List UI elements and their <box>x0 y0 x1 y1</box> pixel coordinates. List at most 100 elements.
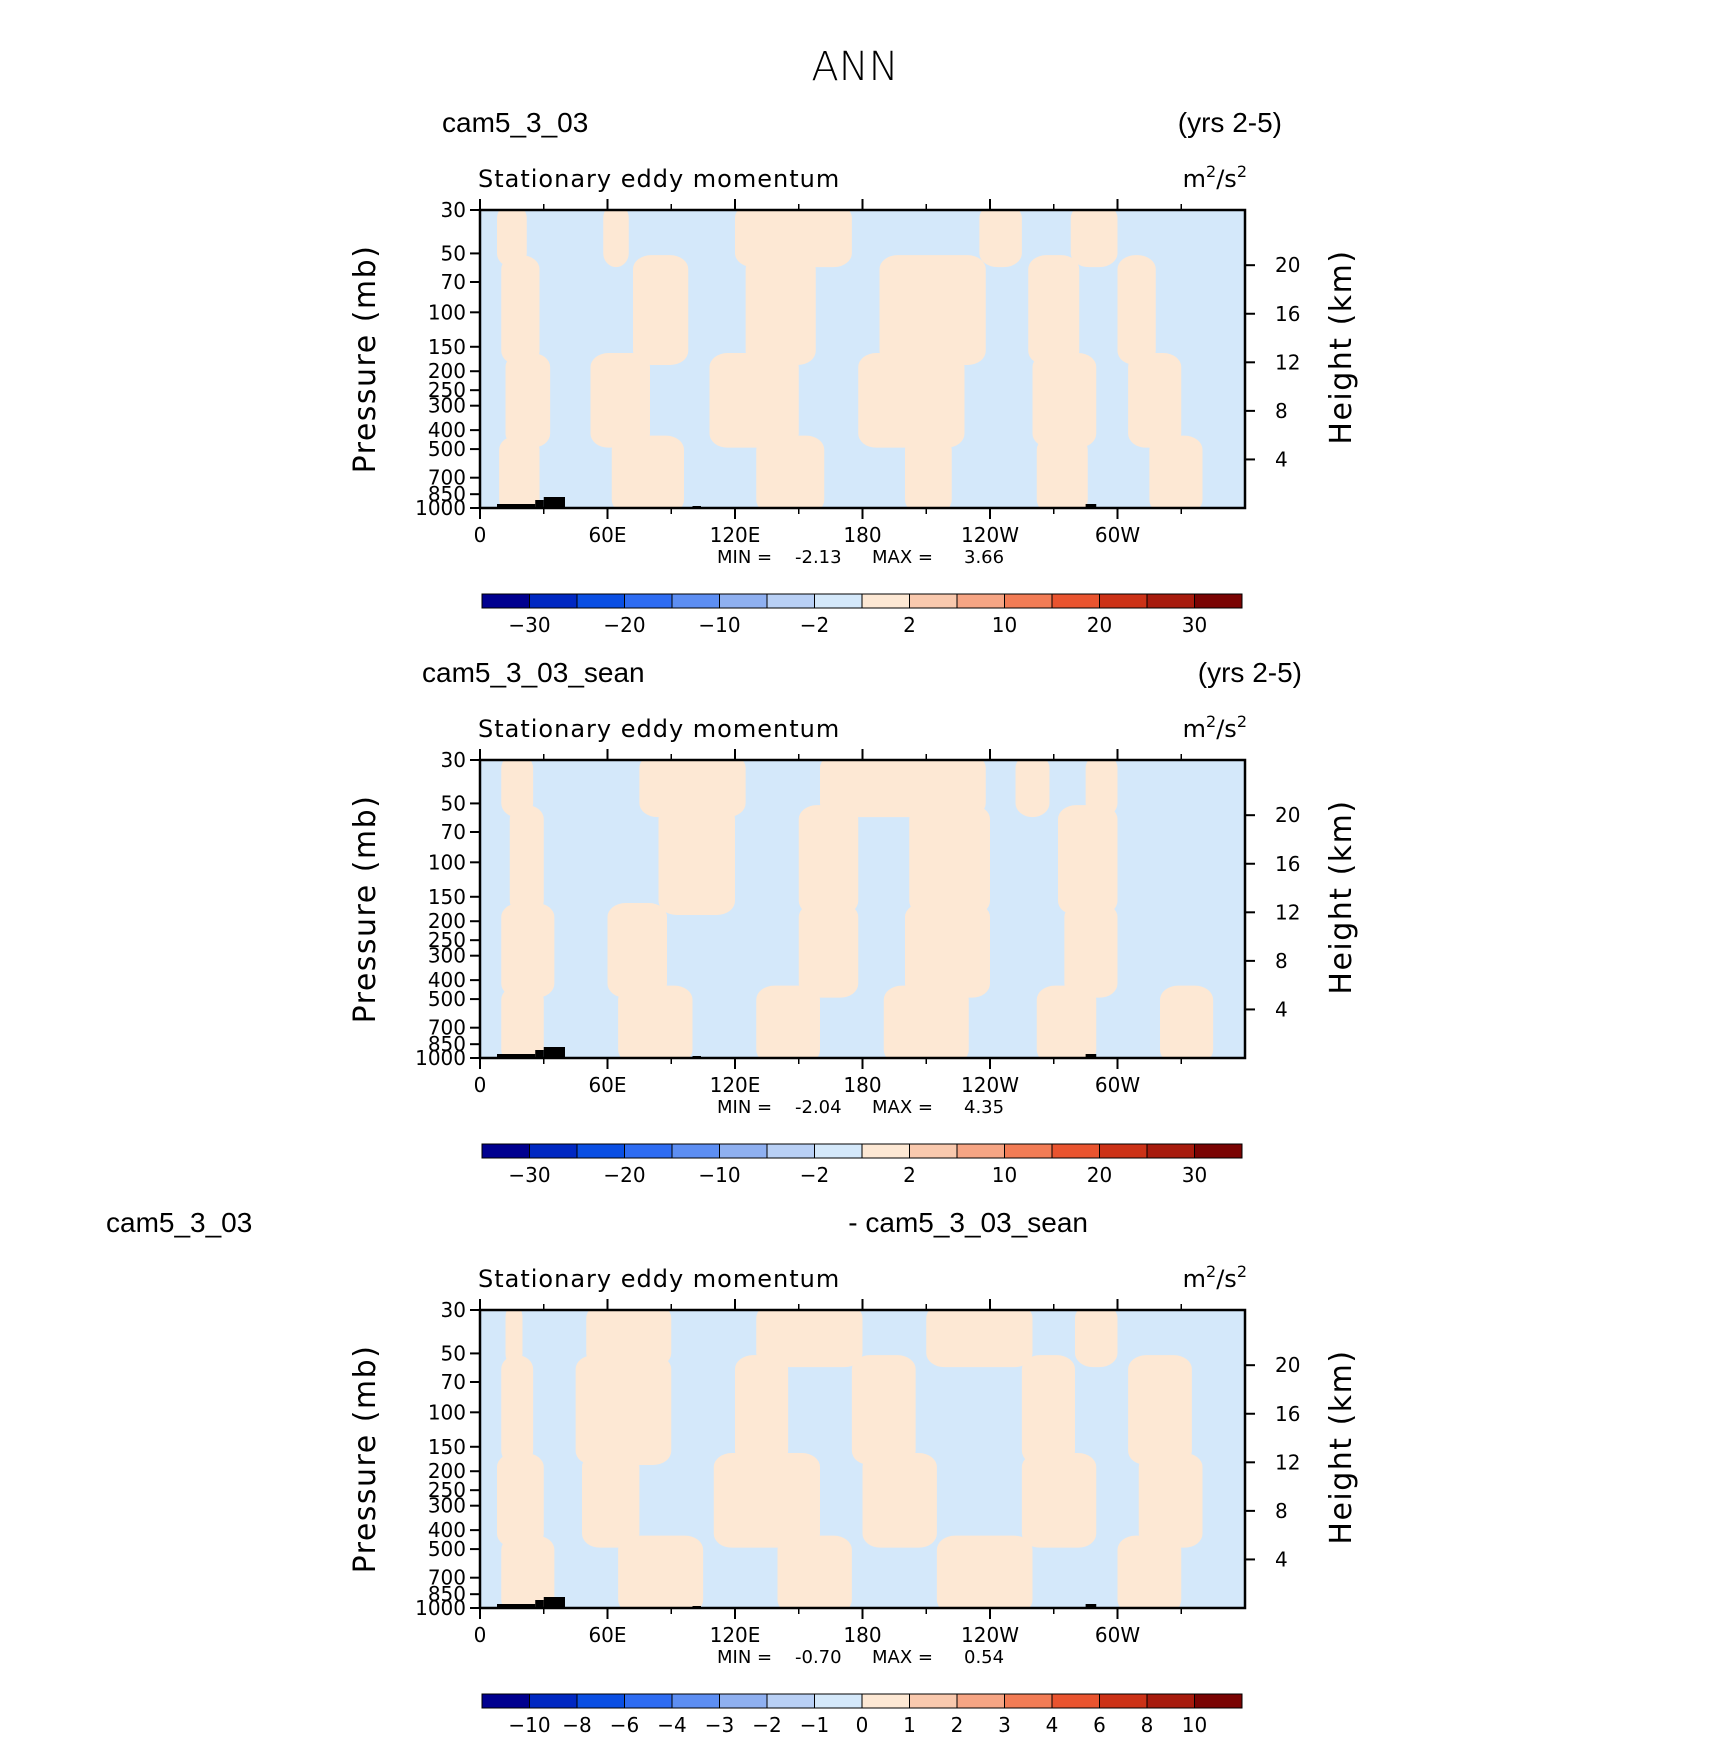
colorbar-tick-label: 20 <box>1087 613 1112 637</box>
positive-region <box>582 1453 640 1548</box>
colorbar-tick-label: −20 <box>603 613 645 637</box>
y-tick-label: 300 <box>428 394 466 418</box>
positive-region <box>501 1355 534 1465</box>
colorbar-box <box>1051 593 1100 609</box>
units-base: m <box>1183 1265 1206 1293</box>
y2-axis-title: Height (km) <box>1324 249 1359 444</box>
colorbar-tick-label: 8 <box>1141 1713 1154 1737</box>
topography-bar <box>543 1047 565 1058</box>
colorbar-tick-label: 4 <box>1046 1713 1059 1737</box>
colorbar-tick-label: 2 <box>903 1163 916 1187</box>
positive-region <box>709 353 799 448</box>
colorbar-box <box>1051 1693 1100 1709</box>
x-tick-label: 120W <box>961 523 1019 547</box>
colorbar-tick-label: 30 <box>1182 613 1207 637</box>
colorbar-tick-label: 20 <box>1087 1163 1112 1187</box>
topography-bar <box>497 1054 536 1058</box>
colorbar-box <box>766 1693 815 1709</box>
min-label: MIN = <box>717 1647 772 1668</box>
colorbar-box <box>671 1693 720 1709</box>
colorbar-box <box>1099 1143 1148 1159</box>
y2-tick-label: 16 <box>1275 852 1300 876</box>
positive-region <box>607 903 667 998</box>
positive-region <box>586 1310 672 1368</box>
x-tick-label: 60W <box>1095 1623 1140 1647</box>
colorbar: −30 −20 −10 −2 2 10 20 30 <box>481 593 1243 637</box>
units-exponent: 2 <box>1206 162 1216 181</box>
colorbar-tick-label: −10 <box>508 1713 550 1737</box>
colorbar-box <box>1099 1693 1148 1709</box>
panel-units: m2/s2 <box>1183 712 1247 743</box>
colorbar-box <box>909 1693 958 1709</box>
positive-region <box>611 435 684 508</box>
positive-region <box>936 1535 1033 1608</box>
colorbar-tick-label: −20 <box>603 1163 645 1187</box>
y-tick-label: 30 <box>441 198 466 222</box>
units-exponent: 2 <box>1237 1262 1247 1281</box>
positive-region <box>1021 1453 1097 1548</box>
min-label: MIN = <box>717 547 772 568</box>
positive-region <box>501 903 555 998</box>
y-tick-label: 30 <box>441 1298 466 1322</box>
colorbar-box <box>719 593 768 609</box>
colorbar-box <box>909 593 958 609</box>
colorbar-box <box>766 1143 815 1159</box>
positive-region <box>618 985 693 1058</box>
y-tick-label: 70 <box>441 270 466 294</box>
x-tick-label: 60E <box>588 1073 626 1097</box>
x-tick-label: 180 <box>843 1623 881 1647</box>
colorbar-box <box>719 1693 768 1709</box>
x-tick-label: 0 <box>474 1623 487 1647</box>
positive-region <box>501 985 544 1058</box>
colorbar-tick-label: 6 <box>1093 1713 1106 1737</box>
min-value: -0.70 <box>795 1647 842 1668</box>
x-tick-label: 60W <box>1095 1073 1140 1097</box>
colorbar-tick-label: 3 <box>998 1713 1011 1737</box>
topography-bar <box>1085 1604 1097 1608</box>
y2-tick-label: 12 <box>1275 350 1300 374</box>
panel-case-years: (yrs 2-5) <box>1198 657 1302 688</box>
colorbar-tick-label: −1 <box>800 1713 829 1737</box>
y-tick-label: 700 <box>428 1016 466 1040</box>
positive-region <box>575 1355 672 1465</box>
positive-region <box>618 1535 704 1608</box>
positive-region <box>858 353 965 448</box>
colorbar-box <box>1194 1693 1243 1709</box>
positive-region <box>820 760 986 818</box>
x-tick-label: 60W <box>1095 523 1140 547</box>
y-axis-title: Pressure (mb) <box>348 795 383 1024</box>
colorbar-box <box>481 1693 530 1709</box>
colorbar-box <box>1194 1143 1243 1159</box>
y2-tick-label: 8 <box>1275 399 1288 423</box>
colorbar-box <box>956 1143 1005 1159</box>
max-label: MAX = <box>872 547 933 568</box>
colorbar-box <box>861 593 910 609</box>
colorbar-box <box>576 1693 625 1709</box>
y-tick-label: 400 <box>428 418 466 442</box>
positive-region <box>926 1310 1033 1368</box>
positive-region <box>798 805 859 915</box>
y-tick-label: 850 <box>428 1582 466 1606</box>
units-mid: /s <box>1216 165 1237 193</box>
colorbar-tick-label: −2 <box>800 1163 829 1187</box>
topography-bar <box>497 504 536 508</box>
positive-region <box>497 1453 544 1548</box>
topography-bar <box>543 1597 565 1608</box>
positive-region <box>497 210 527 268</box>
topography-bar <box>535 1600 544 1608</box>
y2-tick-label: 4 <box>1275 1547 1288 1571</box>
colorbar-tick-label: 10 <box>1182 1713 1207 1737</box>
topography-bar <box>1085 1054 1097 1058</box>
colorbar-tick-label: 10 <box>992 1163 1017 1187</box>
y-tick-label: 100 <box>428 1400 466 1424</box>
panel-variable-name: Stationary eddy momentum <box>478 1265 840 1293</box>
colorbar-box <box>624 1143 673 1159</box>
panel-3: cam5_3_03 - cam5_3_03_sean Stationary eddy… <box>106 1207 1359 1737</box>
topography-bar <box>1085 504 1097 508</box>
colorbar-box <box>719 1143 768 1159</box>
colorbar-tick-label: −30 <box>508 613 550 637</box>
colorbar-box <box>576 593 625 609</box>
max-value: 0.54 <box>964 1647 1004 1668</box>
y2-tick-label: 20 <box>1275 253 1300 277</box>
